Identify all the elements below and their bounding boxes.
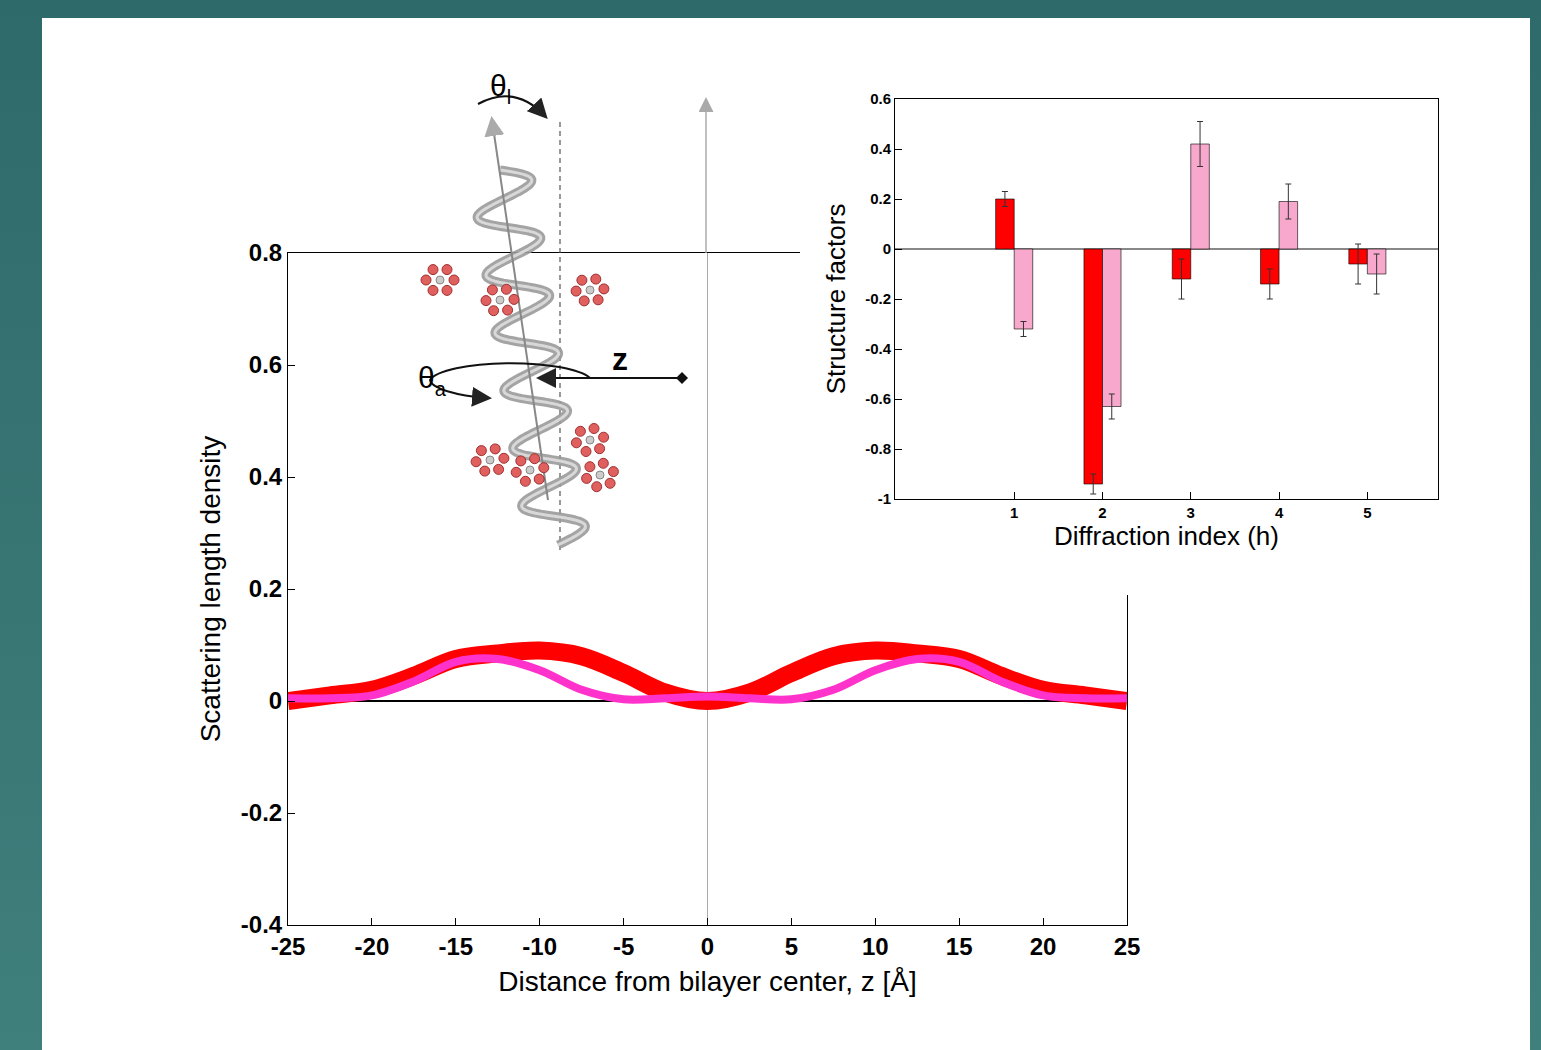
svg-text:0: 0 <box>883 240 891 257</box>
svg-text:1: 1 <box>1010 504 1018 521</box>
svg-text:Scattering length density: Scattering length density <box>195 436 226 743</box>
svg-text:15: 15 <box>946 933 973 960</box>
svg-text:-10: -10 <box>522 933 557 960</box>
svg-text:Diffraction index (h): Diffraction index (h) <box>1054 521 1279 551</box>
svg-text:θa: θa <box>418 361 447 400</box>
svg-text:0.4: 0.4 <box>870 140 892 157</box>
svg-text:-0.8: -0.8 <box>865 440 891 457</box>
svg-text:-1: -1 <box>878 490 891 507</box>
svg-text:-0.4: -0.4 <box>241 911 283 938</box>
svg-text:4: 4 <box>1275 504 1284 521</box>
svg-text:-0.2: -0.2 <box>865 290 891 307</box>
svg-text:0: 0 <box>701 933 714 960</box>
svg-text:θl: θl <box>490 69 511 108</box>
svg-text:0.4: 0.4 <box>249 463 283 490</box>
svg-text:Distance from bilayer center,: Distance from bilayer center, z [Å] <box>498 966 917 997</box>
svg-text:5: 5 <box>1363 504 1371 521</box>
svg-text:25: 25 <box>1114 933 1141 960</box>
svg-text:0.8: 0.8 <box>249 239 282 266</box>
svg-text:-0.2: -0.2 <box>241 799 282 826</box>
svg-text:0: 0 <box>269 687 282 714</box>
svg-text:-0.6: -0.6 <box>865 390 891 407</box>
svg-text:-25: -25 <box>271 933 306 960</box>
svg-text:-0.4: -0.4 <box>865 340 892 357</box>
svg-text:z: z <box>612 341 628 377</box>
svg-text:-15: -15 <box>438 933 473 960</box>
svg-text:-5: -5 <box>613 933 634 960</box>
svg-text:0.6: 0.6 <box>249 351 282 378</box>
svg-text:-20: -20 <box>355 933 390 960</box>
svg-text:Structure factors: Structure factors <box>821 204 851 395</box>
svg-text:0.2: 0.2 <box>870 190 891 207</box>
svg-text:20: 20 <box>1030 933 1057 960</box>
svg-text:5: 5 <box>785 933 798 960</box>
svg-text:2: 2 <box>1098 504 1106 521</box>
svg-text:0.2: 0.2 <box>249 575 282 602</box>
svg-text:3: 3 <box>1187 504 1195 521</box>
svg-text:0.6: 0.6 <box>870 90 891 107</box>
svg-text:10: 10 <box>862 933 889 960</box>
